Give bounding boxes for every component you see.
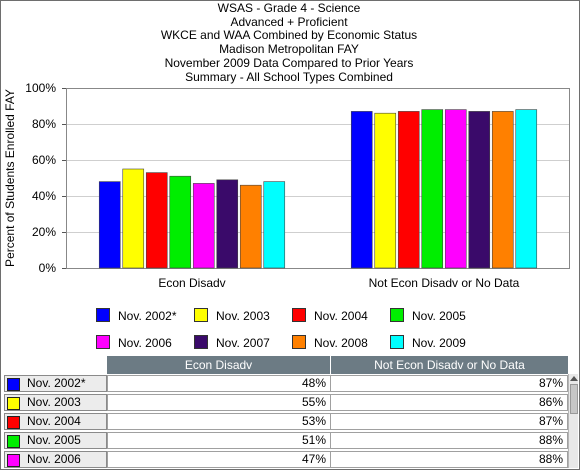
row-swatch	[7, 454, 20, 467]
row-header: Nov. 2006	[4, 451, 107, 468]
row-label: Nov. 2006	[27, 452, 81, 466]
row-label: Nov. 2002*	[27, 376, 86, 390]
legend-label: Nov. 2004	[314, 309, 368, 323]
title-line: Summary - All School Types Combined	[185, 69, 393, 84]
x-tick-label: Not Econ Disadv or No Data	[369, 276, 520, 290]
table-cell: 48%	[107, 375, 331, 392]
table-header: Econ Disadv Not Econ Disadv or No Data	[107, 356, 568, 374]
data-table: Econ Disadv Not Econ Disadv or No Data N…	[0, 356, 578, 468]
table-row: Nov. 2005 51% 88%	[0, 431, 568, 450]
legend-swatch	[194, 308, 208, 322]
y-tick-label: 0%	[39, 261, 57, 275]
scroll-up-arrow-icon[interactable]	[570, 376, 578, 381]
table-cell: 88%	[330, 451, 568, 468]
row-swatch	[7, 416, 20, 429]
y-tick-label: 80%	[32, 117, 56, 131]
bar	[263, 181, 286, 269]
table-cell: 51%	[107, 432, 331, 449]
table-cell: 87%	[330, 375, 568, 392]
legend-label: Nov. 2009	[412, 336, 466, 350]
title-line: Advanced + Proficient	[230, 14, 348, 29]
row-swatch	[7, 435, 20, 448]
table-cell: 87%	[330, 413, 568, 430]
table-cell: 47%	[107, 451, 331, 468]
bar	[145, 172, 168, 269]
scroll-thumb[interactable]	[570, 384, 578, 414]
bar	[216, 179, 239, 269]
title-line: WSAS - Grade 4 - Science	[217, 1, 361, 15]
row-swatch	[7, 397, 20, 410]
row-label: Nov. 2004	[27, 414, 81, 428]
row-swatch	[7, 378, 20, 391]
legend-swatch	[292, 308, 306, 322]
legend-swatch	[390, 308, 404, 322]
table-cell: 88%	[330, 432, 568, 449]
bar	[350, 111, 373, 269]
legend-swatch	[96, 308, 110, 322]
table-row: Nov. 2006 47% 88%	[0, 450, 568, 468]
bar	[444, 109, 467, 269]
row-label: Nov. 2005	[27, 433, 81, 447]
legend-label: Nov. 2007	[216, 336, 270, 350]
legend-swatch	[194, 335, 208, 349]
bar	[374, 112, 397, 269]
y-axis-label: Percent of Students Enrolled FAY	[3, 89, 17, 267]
table-cell: 53%	[107, 413, 331, 430]
bar	[515, 109, 538, 269]
row-header: Nov. 2005	[4, 432, 107, 449]
table-cell: 86%	[330, 394, 568, 411]
legend-label: Nov. 2006	[118, 336, 172, 350]
legend-swatch	[292, 335, 306, 349]
table-scrollbar[interactable]	[568, 374, 578, 468]
title-line: Madison Metropolitan FAY	[219, 42, 359, 57]
bar	[468, 111, 491, 269]
legend-label: Nov. 2002*	[118, 309, 177, 323]
title-line: WKCE and WAA Combined by Economic Status	[160, 28, 418, 43]
row-header: Nov. 2002*	[4, 375, 107, 392]
row-header: Nov. 2003	[4, 394, 107, 411]
bar	[122, 168, 145, 269]
x-tick-label: Econ Disadv	[158, 276, 225, 290]
table-row: Nov. 2003 55% 86%	[0, 393, 568, 412]
legend-label: Nov. 2008	[314, 336, 368, 350]
legend-swatch	[390, 335, 404, 349]
table-header-col-2[interactable]: Not Econ Disadv or No Data	[374, 358, 525, 372]
y-tick-label: 100%	[25, 81, 56, 95]
y-tick-label: 40%	[32, 189, 56, 203]
y-tick-label: 20%	[32, 225, 56, 239]
legend-label: Nov. 2003	[216, 309, 270, 323]
bar	[491, 111, 514, 269]
title-line: November 2009 Data Compared to Prior Yea…	[164, 55, 414, 70]
header-divider	[330, 356, 331, 374]
bar	[239, 184, 262, 269]
table-header-col-1[interactable]: Econ Disadv	[184, 358, 253, 372]
chart-title: WSAS - Grade 4 - Science Advanced + Prof…	[0, 1, 578, 84]
legend-swatch	[96, 335, 110, 349]
bar	[421, 109, 444, 269]
row-header: Nov. 2004	[4, 413, 107, 430]
bar	[192, 183, 215, 269]
legend-label: Nov. 2005	[412, 309, 466, 323]
plot-area	[66, 88, 570, 269]
bar	[169, 175, 192, 269]
bar-chart: 0% 20% 40% 60% 80% 100% Econ Disadv Not Econ Di…	[3, 81, 570, 290]
table-cell: 55%	[107, 394, 331, 411]
table-row: Nov. 2004 53% 87%	[0, 412, 568, 431]
row-label: Nov. 2003	[27, 395, 81, 409]
bar	[397, 111, 420, 269]
table-row: Nov. 2002* 48% 87%	[0, 374, 568, 393]
y-tick-label: 60%	[32, 153, 56, 167]
bar	[98, 181, 121, 269]
